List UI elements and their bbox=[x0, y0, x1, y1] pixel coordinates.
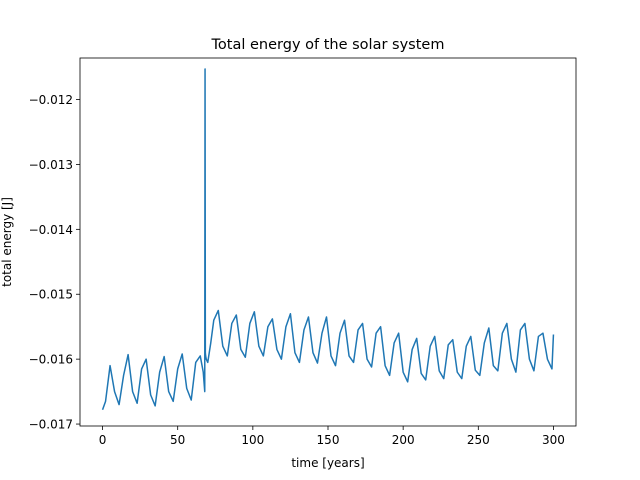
x-tick-label: 300 bbox=[542, 433, 565, 447]
axes-frame bbox=[79, 57, 577, 427]
x-tick-label: 100 bbox=[241, 433, 264, 447]
x-tick-label: 200 bbox=[392, 433, 415, 447]
y-tick-label: −0.012 bbox=[29, 93, 73, 107]
y-tick-label: −0.015 bbox=[29, 288, 73, 302]
x-tick-label: 250 bbox=[467, 433, 490, 447]
series-line-0 bbox=[101, 68, 555, 411]
y-tick-label: −0.017 bbox=[29, 418, 73, 432]
x-tick-label: 50 bbox=[170, 433, 185, 447]
plot-area bbox=[101, 68, 555, 411]
x-axis-label: time [years] bbox=[291, 456, 364, 470]
chart-title: Total energy of the solar system bbox=[211, 37, 445, 53]
y-tick-label: −0.014 bbox=[29, 223, 73, 237]
y-tick-label: −0.016 bbox=[29, 353, 73, 367]
x-axis: 0 50 100 150 200 250 300 bbox=[99, 426, 565, 447]
y-axis: −0.017 −0.016 −0.015 −0.014 −0.013 −0.012 bbox=[29, 93, 80, 432]
x-tick-label: 150 bbox=[317, 433, 340, 447]
y-axis-label: total energy [J] bbox=[0, 197, 14, 287]
y-tick-label: −0.013 bbox=[29, 158, 73, 172]
x-tick-label: 0 bbox=[99, 433, 107, 447]
